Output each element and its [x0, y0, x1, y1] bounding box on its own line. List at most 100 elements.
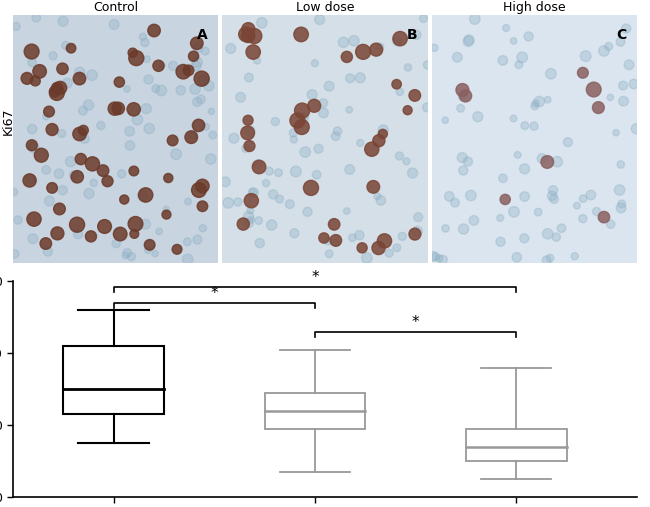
- Point: [371, 46, 382, 54]
- Point: [603, 43, 614, 51]
- Point: [188, 130, 198, 138]
- Point: [203, 82, 214, 90]
- Point: [332, 127, 343, 135]
- Point: [545, 254, 555, 262]
- Point: [402, 106, 413, 114]
- Point: [83, 101, 94, 109]
- Point: [233, 198, 243, 206]
- Point: [235, 93, 246, 101]
- Point: [196, 95, 206, 103]
- Text: Ki67: Ki67: [1, 108, 14, 135]
- Point: [75, 68, 85, 76]
- Point: [122, 249, 133, 257]
- Point: [463, 158, 473, 166]
- Point: [78, 106, 88, 115]
- Point: [318, 99, 329, 107]
- Point: [44, 197, 55, 205]
- Point: [458, 225, 469, 233]
- Text: A: A: [197, 27, 208, 42]
- Point: [307, 91, 317, 99]
- Point: [25, 175, 36, 183]
- Point: [75, 155, 86, 163]
- Point: [99, 223, 110, 231]
- Point: [161, 205, 172, 213]
- Point: [331, 236, 341, 244]
- Point: [60, 42, 71, 50]
- Point: [188, 52, 199, 60]
- Text: B: B: [407, 27, 417, 42]
- Point: [223, 199, 233, 207]
- Point: [322, 237, 333, 245]
- Point: [207, 131, 218, 139]
- Point: [176, 86, 186, 94]
- Point: [150, 249, 160, 258]
- Point: [193, 121, 203, 129]
- Point: [586, 191, 596, 199]
- Point: [240, 144, 251, 153]
- Point: [264, 167, 274, 175]
- Point: [444, 192, 454, 200]
- Text: *: *: [211, 286, 218, 301]
- Point: [355, 74, 365, 82]
- FancyBboxPatch shape: [63, 346, 164, 414]
- Point: [318, 234, 329, 242]
- Point: [438, 256, 448, 264]
- Point: [552, 158, 562, 166]
- Point: [345, 74, 356, 82]
- Point: [229, 134, 239, 142]
- Point: [543, 96, 553, 104]
- Point: [324, 250, 334, 258]
- Point: [40, 239, 51, 247]
- Point: [300, 148, 311, 156]
- Point: [244, 74, 254, 82]
- Point: [244, 212, 254, 221]
- Point: [549, 195, 559, 203]
- Point: [534, 97, 545, 105]
- Point: [73, 230, 83, 238]
- Point: [127, 49, 138, 57]
- Point: [547, 192, 557, 200]
- Point: [537, 155, 547, 163]
- Point: [27, 58, 37, 66]
- Point: [464, 36, 474, 44]
- Point: [422, 61, 433, 69]
- Point: [72, 221, 83, 229]
- Point: [599, 47, 609, 55]
- Point: [87, 160, 98, 168]
- Point: [578, 195, 588, 203]
- Point: [460, 92, 471, 100]
- Point: [48, 52, 58, 60]
- Point: [302, 208, 313, 216]
- Point: [124, 127, 135, 135]
- Point: [292, 117, 303, 125]
- Point: [196, 75, 207, 83]
- Point: [77, 132, 88, 140]
- Point: [379, 237, 389, 245]
- Point: [142, 55, 152, 63]
- Point: [313, 144, 324, 153]
- Point: [72, 173, 83, 181]
- Point: [156, 87, 166, 95]
- Point: [457, 86, 467, 94]
- Point: [514, 61, 524, 69]
- Point: [342, 207, 352, 215]
- Point: [198, 224, 208, 232]
- Point: [324, 82, 334, 90]
- Point: [519, 122, 530, 130]
- Point: [378, 130, 388, 138]
- Point: [205, 155, 216, 163]
- Point: [44, 107, 54, 116]
- Point: [458, 92, 468, 100]
- Point: [113, 104, 124, 113]
- Point: [133, 116, 143, 124]
- Point: [592, 207, 602, 215]
- Point: [141, 104, 151, 113]
- Point: [344, 165, 355, 173]
- Point: [111, 239, 122, 247]
- Point: [248, 189, 258, 197]
- Point: [368, 183, 378, 191]
- Point: [144, 124, 155, 132]
- Point: [244, 142, 255, 150]
- Text: *: *: [411, 315, 419, 330]
- Point: [54, 170, 64, 178]
